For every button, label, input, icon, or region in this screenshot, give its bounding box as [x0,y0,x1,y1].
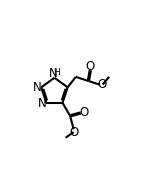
Text: O: O [79,106,89,119]
Text: N: N [32,81,41,94]
Text: N: N [49,67,58,80]
Text: H: H [53,68,60,77]
Text: O: O [98,78,107,91]
Text: O: O [69,126,78,139]
Text: N: N [38,97,46,110]
Text: O: O [86,60,95,73]
